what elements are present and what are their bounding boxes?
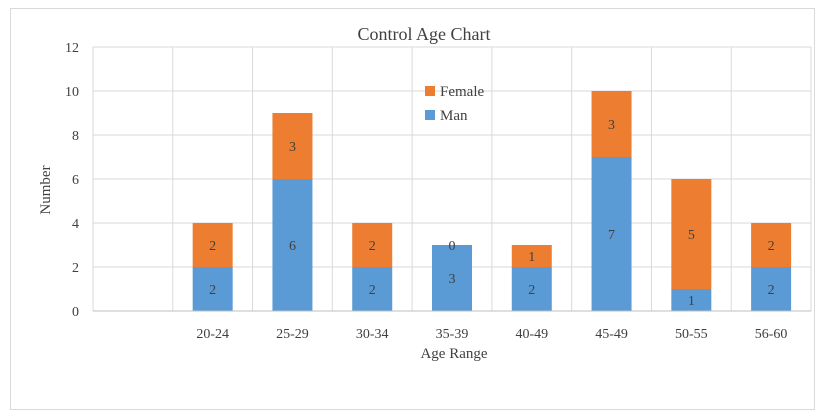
- bar-man: [272, 179, 313, 311]
- x-tick-label: 40-49: [515, 327, 548, 342]
- bar-man: [751, 267, 792, 311]
- bar-female: [511, 245, 552, 267]
- legend-label-female: Female: [440, 84, 484, 100]
- x-tick-label: 35-39: [436, 327, 469, 342]
- x-tick-label: 50-55: [675, 327, 708, 342]
- bar-man: [352, 267, 393, 311]
- stacked-bar-chart: Control Age Chart 2 2 6 3 2 2 3 0 2 1 7 3 1 5 2 2 0 2 4 6 8…: [38, 24, 812, 362]
- data-label-man: 2: [369, 283, 376, 298]
- data-label-man: 3: [449, 272, 456, 287]
- bar-female: [671, 179, 712, 289]
- x-tick-label: 25-29: [276, 327, 309, 342]
- grid-lines: [92, 46, 812, 311]
- data-label-female: 2: [209, 239, 216, 254]
- bar-man: [671, 289, 712, 311]
- bars: 2 2 6 3 2 2 3 0 2 1 7 3 1 5 2 2: [192, 91, 792, 311]
- y-tick-label: 8: [72, 129, 79, 144]
- legend-label-man: Man: [440, 108, 468, 124]
- y-tick-label: 0: [72, 305, 79, 320]
- data-label-female: 3: [289, 140, 296, 155]
- x-tick-label: 45-49: [595, 327, 628, 342]
- bar-female: [751, 223, 792, 267]
- bar-female: [192, 223, 233, 267]
- data-label-man: 2: [528, 283, 535, 298]
- bar-man: [192, 267, 233, 311]
- y-tick-label: 12: [65, 41, 79, 56]
- data-label-man: 2: [209, 283, 216, 298]
- x-axis-title: Age Range: [420, 346, 487, 362]
- data-label-female: 5: [688, 228, 695, 243]
- y-axis-title: Number: [38, 165, 54, 214]
- data-label-man: 7: [608, 228, 615, 243]
- data-label-man: 6: [289, 239, 296, 254]
- bar-female: [272, 113, 313, 179]
- data-label-female: 1: [528, 250, 535, 265]
- data-label-female: 3: [608, 118, 615, 133]
- legend: Female Man: [425, 84, 484, 124]
- y-tick-label: 10: [65, 85, 79, 100]
- data-label-female: 0: [449, 239, 456, 254]
- bar-female: [591, 91, 632, 157]
- bar-female: [352, 223, 393, 267]
- y-tick-label: 6: [72, 173, 79, 188]
- y-tick-label: 4: [72, 217, 79, 232]
- data-label-female: 2: [768, 239, 775, 254]
- data-label-man: 1: [688, 294, 695, 309]
- x-tick-label: 20-24: [196, 327, 229, 342]
- x-tick-label: 56-60: [755, 327, 788, 342]
- data-label-man: 2: [768, 283, 775, 298]
- legend-swatch-female: [425, 86, 435, 96]
- bar-man: [432, 245, 472, 311]
- legend-swatch-man: [425, 110, 435, 120]
- data-label-female: 2: [369, 239, 376, 254]
- x-tick-label: 30-34: [356, 327, 389, 342]
- bar-man: [591, 157, 632, 311]
- bar-man: [511, 267, 552, 311]
- chart-frame: Control Age Chart 2 2 6 3 2 2 3 0 2 1 7 3 1 5 2 2 0 2 4 6 8…: [10, 8, 815, 410]
- chart-title: Control Age Chart: [358, 24, 491, 44]
- y-tick-label: 2: [72, 261, 79, 276]
